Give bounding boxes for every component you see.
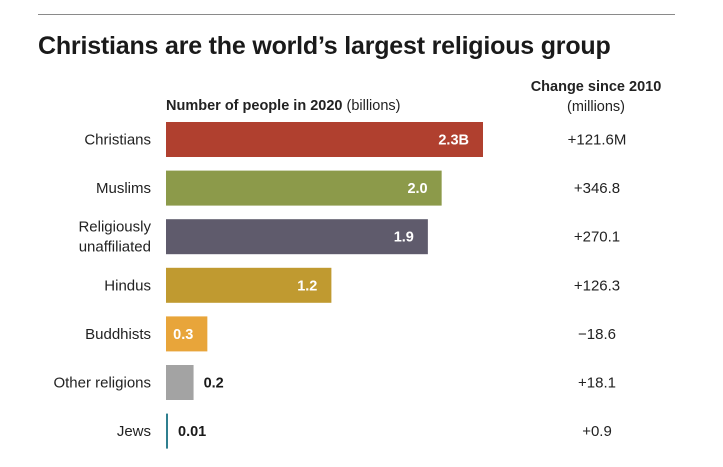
value-label-religiously-unaffiliated: 1.9 <box>394 230 414 246</box>
chart-title: Christians are the world’s largest relig… <box>38 32 611 60</box>
value-label-hindus: 1.2 <box>297 278 317 294</box>
change-value-other-religions: +18.1 <box>578 375 616 392</box>
value-label-other-religions: 0.2 <box>204 376 224 392</box>
change-value-buddhists: −18.6 <box>578 326 616 343</box>
change-value-christians: +121.6M <box>568 132 627 149</box>
bar-muslims <box>166 170 442 206</box>
category-label-hindus: Hindus <box>104 277 151 294</box>
value-label-muslims: 2.0 <box>407 181 427 197</box>
category-label-jews: Jews <box>117 423 151 440</box>
change-value-hindus: +126.3 <box>574 277 620 294</box>
value-label-buddhists: 0.3 <box>173 327 193 343</box>
change-value-muslims: +346.8 <box>574 180 620 197</box>
top-rule <box>38 14 675 15</box>
value-axis-header-bold: Number of people in 2020 <box>166 98 343 114</box>
category-label-buddhists: Buddhists <box>85 326 151 343</box>
change-column-header: Change since 2010 (millions) <box>506 77 686 117</box>
value-label-jews: 0.01 <box>178 424 206 440</box>
value-label-christians: 2.3B <box>438 133 469 149</box>
bar-christians <box>166 122 483 157</box>
change-value-religiously-unaffiliated: +270.1 <box>574 229 620 246</box>
change-header-title: Change since 2010 <box>530 79 662 95</box>
bar-buddhists <box>166 316 208 352</box>
category-label-religiously-unaffiliated: Religiously unaffiliated <box>78 219 151 256</box>
bar-hindus <box>166 267 332 303</box>
change-value-jews: +0.9 <box>582 423 612 440</box>
value-axis-header-unit: (billions) <box>346 98 401 114</box>
category-label-christians: Christians <box>84 132 151 149</box>
category-label-muslims: Muslims <box>96 180 151 197</box>
category-label-other-religions: Other religions <box>53 375 151 392</box>
bar-other-religions <box>166 365 194 400</box>
value-axis-header: Number of people in 2020 (billions) <box>166 98 401 114</box>
change-header-unit: (millions) <box>567 99 625 115</box>
bar-jews <box>166 413 168 449</box>
bar-religiously-unaffiliated <box>166 219 428 255</box>
